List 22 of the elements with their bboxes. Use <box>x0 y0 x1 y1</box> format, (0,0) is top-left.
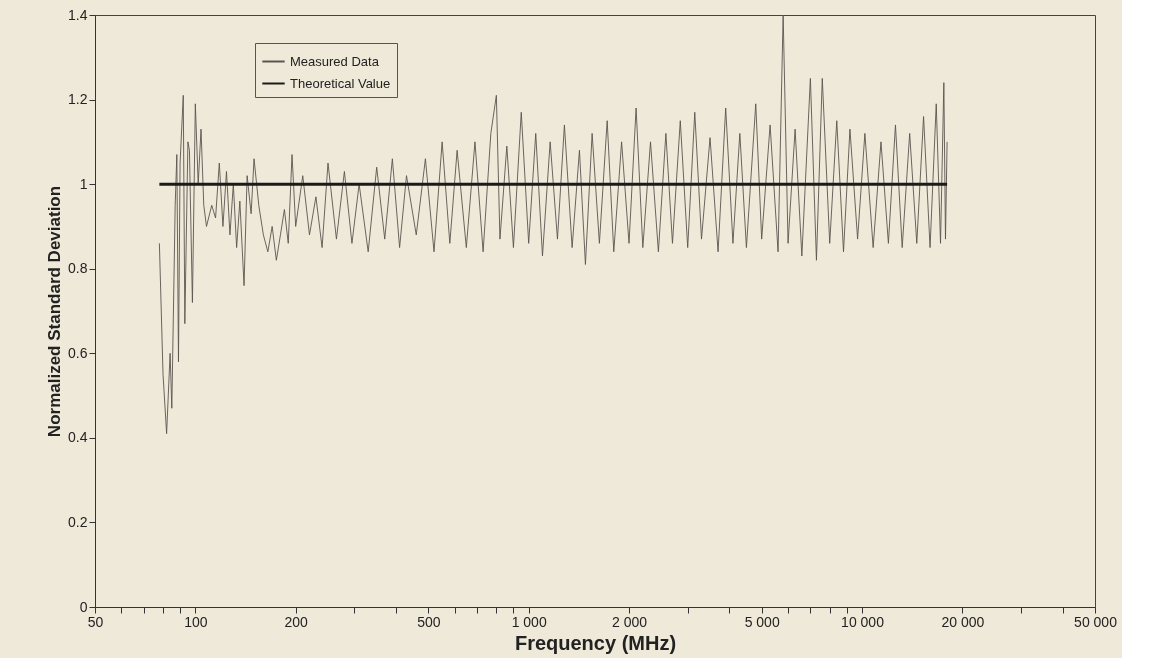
x-tick-label: 200 <box>284 613 309 630</box>
y-tick-label: 0 <box>79 598 88 615</box>
x-tick-label: 10 000 <box>841 613 885 630</box>
y-tick-label: 1 <box>79 175 88 192</box>
legend-label: Theoretical Value <box>290 75 391 91</box>
x-tick-label: 500 <box>417 613 441 630</box>
y-tick-label: 1.2 <box>68 91 88 108</box>
x-tick-label: 1 000 <box>511 613 547 630</box>
y-tick-label: 0.6 <box>68 344 88 361</box>
x-axis-title: Frequency (MHz) <box>514 631 677 654</box>
y-tick-label: 0.2 <box>68 513 88 530</box>
x-tick-label: 100 <box>184 613 208 630</box>
y-axis-title: Normalized Standard Deviation <box>45 185 65 438</box>
y-tick-label: 1.4 <box>68 6 88 23</box>
x-tick-label: 2 000 <box>612 613 648 630</box>
y-tick-label: 0.4 <box>68 429 88 446</box>
y-tick-label: 0.8 <box>68 260 88 277</box>
x-tick-label: 50 000 <box>1074 613 1118 630</box>
x-tick-label: 20 000 <box>941 613 985 630</box>
legend-label: Measured Data <box>290 53 380 69</box>
x-tick-label: 50 <box>87 613 104 630</box>
x-tick-label: 5 000 <box>744 613 780 630</box>
